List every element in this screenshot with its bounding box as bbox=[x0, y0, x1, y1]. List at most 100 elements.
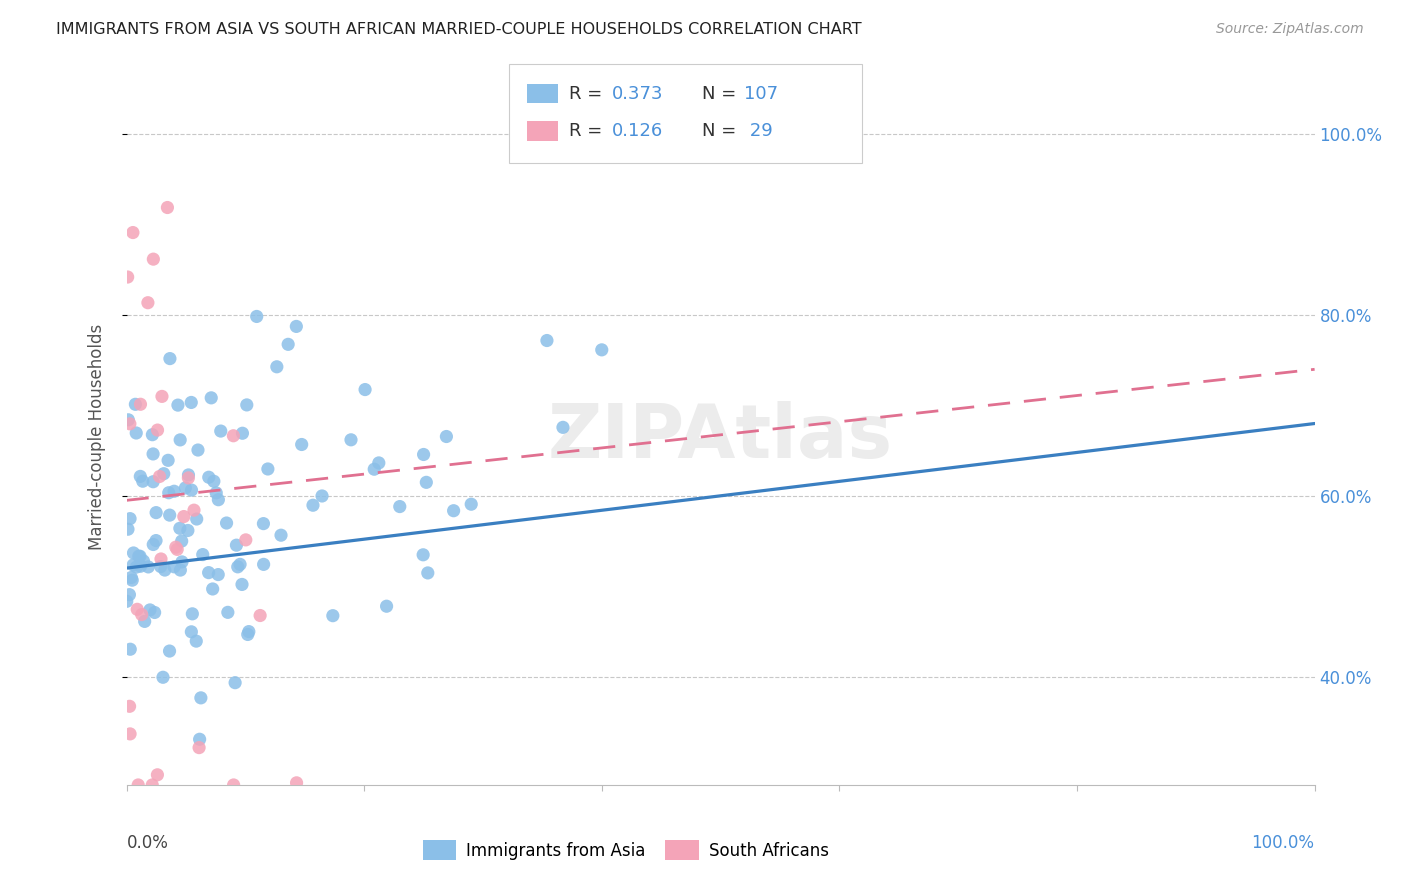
Point bbox=[224, 675, 246, 690]
Point bbox=[412, 548, 434, 562]
Point bbox=[207, 492, 229, 507]
Point bbox=[145, 533, 167, 548]
Point bbox=[117, 413, 139, 427]
Point bbox=[169, 563, 191, 577]
Point bbox=[141, 778, 163, 792]
Point bbox=[129, 469, 152, 483]
Text: Source: ZipAtlas.com: Source: ZipAtlas.com bbox=[1216, 22, 1364, 37]
Point bbox=[363, 462, 385, 476]
Y-axis label: Married-couple Households: Married-couple Households bbox=[87, 324, 105, 550]
Point bbox=[121, 573, 143, 587]
Point bbox=[159, 351, 181, 366]
Point bbox=[238, 624, 260, 639]
Point bbox=[139, 603, 162, 617]
Point bbox=[142, 537, 165, 551]
Point bbox=[159, 508, 181, 522]
Point bbox=[142, 447, 165, 461]
Point bbox=[415, 475, 437, 490]
Point bbox=[277, 337, 299, 351]
Point bbox=[163, 559, 186, 574]
Point bbox=[443, 504, 465, 518]
Point bbox=[146, 768, 169, 782]
Point bbox=[205, 486, 228, 500]
Point bbox=[142, 475, 165, 489]
Point bbox=[200, 391, 222, 405]
Point bbox=[285, 776, 308, 790]
Point bbox=[249, 608, 271, 623]
Point bbox=[183, 503, 205, 517]
Point bbox=[120, 570, 142, 584]
Point bbox=[252, 516, 274, 531]
Point bbox=[235, 533, 257, 547]
Point bbox=[173, 509, 195, 524]
Point bbox=[266, 359, 288, 374]
Point bbox=[191, 548, 214, 562]
Point bbox=[117, 270, 139, 285]
Point bbox=[150, 389, 173, 403]
Point bbox=[226, 559, 249, 574]
Point bbox=[141, 427, 163, 442]
Point bbox=[128, 549, 150, 564]
Text: 29: 29 bbox=[744, 122, 772, 140]
Text: N =: N = bbox=[702, 122, 741, 140]
Point bbox=[118, 417, 141, 431]
Point bbox=[236, 627, 259, 641]
Text: 107: 107 bbox=[744, 85, 778, 103]
Point bbox=[117, 522, 139, 536]
Point bbox=[222, 778, 245, 792]
Point bbox=[115, 594, 138, 608]
Point bbox=[142, 252, 165, 267]
Point bbox=[159, 644, 181, 658]
Point bbox=[120, 727, 142, 741]
Point bbox=[302, 498, 325, 512]
Point bbox=[436, 429, 458, 443]
Text: 0.126: 0.126 bbox=[612, 122, 662, 140]
Text: R =: R = bbox=[569, 122, 609, 140]
Point bbox=[125, 560, 148, 574]
Point bbox=[149, 559, 172, 574]
Point bbox=[156, 201, 179, 215]
Point bbox=[536, 334, 558, 348]
Point bbox=[180, 395, 202, 409]
Point bbox=[124, 397, 146, 411]
Point bbox=[169, 433, 191, 447]
Point bbox=[197, 566, 219, 580]
Point bbox=[167, 398, 190, 412]
Text: 0.373: 0.373 bbox=[612, 85, 664, 103]
Point bbox=[127, 778, 149, 792]
Point bbox=[246, 310, 269, 324]
Point bbox=[134, 615, 156, 629]
Point bbox=[190, 690, 212, 705]
Point bbox=[122, 558, 145, 572]
Point bbox=[118, 699, 141, 714]
Point bbox=[122, 226, 145, 240]
Point bbox=[177, 524, 200, 538]
Point bbox=[201, 582, 224, 596]
Point bbox=[143, 606, 166, 620]
Point bbox=[188, 732, 211, 747]
Point bbox=[145, 506, 167, 520]
Point bbox=[180, 624, 202, 639]
Point bbox=[186, 634, 208, 648]
Point bbox=[136, 295, 159, 310]
Point bbox=[231, 426, 253, 441]
Point bbox=[207, 567, 229, 582]
Point bbox=[311, 489, 333, 503]
Text: 0.0%: 0.0% bbox=[127, 834, 169, 852]
Point bbox=[367, 456, 389, 470]
Point bbox=[131, 607, 153, 622]
Point bbox=[169, 521, 191, 535]
Point bbox=[120, 511, 142, 525]
Point bbox=[132, 474, 155, 488]
Point bbox=[291, 437, 314, 451]
Text: IMMIGRANTS FROM ASIA VS SOUTH AFRICAN MARRIED-COUPLE HOUSEHOLDS CORRELATION CHAR: IMMIGRANTS FROM ASIA VS SOUTH AFRICAN MA… bbox=[56, 22, 862, 37]
Point bbox=[270, 528, 292, 542]
Point bbox=[157, 485, 180, 500]
Point bbox=[129, 397, 152, 411]
Point bbox=[202, 475, 225, 489]
Point bbox=[157, 453, 180, 467]
Point bbox=[551, 420, 574, 434]
Point bbox=[209, 424, 232, 438]
Point bbox=[322, 608, 344, 623]
Point bbox=[229, 558, 252, 572]
